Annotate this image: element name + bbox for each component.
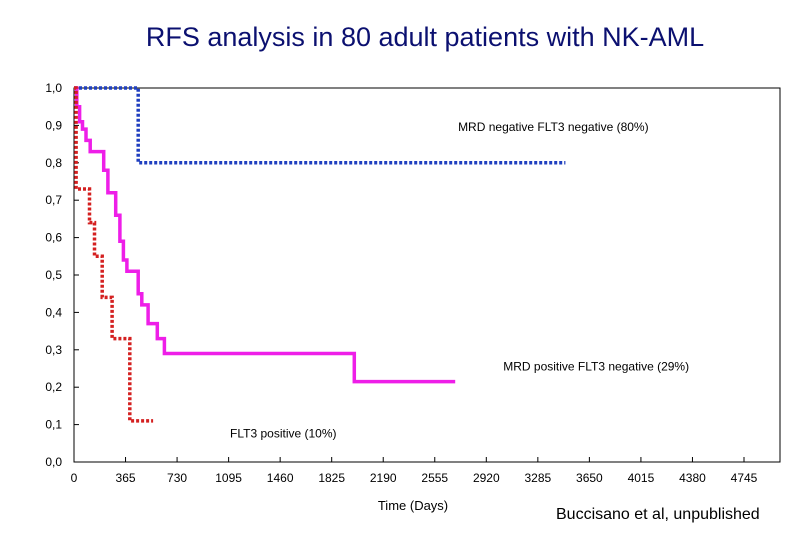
x-tick-label: 3285 — [524, 471, 551, 485]
x-tick-label: 1825 — [318, 471, 345, 485]
y-tick-label: 0,1 — [45, 418, 62, 432]
x-tick-label: 4745 — [731, 471, 758, 485]
y-tick-label: 0,2 — [45, 380, 62, 394]
y-tick-label: 0,3 — [45, 343, 62, 357]
y-tick-label: 0,8 — [45, 156, 62, 170]
series-layer — [74, 86, 566, 423]
series-annotation: MRD negative FLT3 negative (80%) — [458, 120, 649, 134]
y-tick-label: 0,0 — [45, 455, 62, 469]
x-tick-label: 2555 — [421, 471, 448, 485]
x-tick-label: 2190 — [370, 471, 397, 485]
series-annotation: MRD positive FLT3 negative (29%) — [503, 359, 689, 373]
series-line-3 — [74, 86, 154, 423]
annotation-layer: MRD negative FLT3 negative (80%) MRD posi… — [230, 120, 689, 441]
x-tick-label: 1095 — [215, 471, 242, 485]
y-tick-label: 0,7 — [45, 193, 62, 207]
series-line-2 — [74, 86, 456, 384]
chart-title: RFS analysis in 80 adult patients with N… — [145, 22, 705, 52]
credit-note: Buccisano et al, unpublished — [556, 506, 760, 523]
x-tick-label: 0 — [71, 471, 78, 485]
x-tick-label: 4380 — [679, 471, 706, 485]
x-tick-label: 1460 — [267, 471, 294, 485]
x-tick-label: 730 — [167, 471, 187, 485]
y-tick-label: 0,9 — [45, 118, 62, 132]
series-annotation: FLT3 positive (10%) — [230, 427, 336, 441]
plot-frame — [73, 87, 781, 463]
x-tick-label: 365 — [116, 471, 136, 485]
series-line-1 — [74, 86, 566, 165]
y-tick-label: 0,5 — [45, 268, 62, 282]
x-axis-label: Time (Days) — [378, 498, 448, 513]
y-tick-label: 0,4 — [45, 305, 62, 319]
x-tick-label: 4015 — [628, 471, 655, 485]
x-tick-label: 3650 — [576, 471, 603, 485]
y-tick-label: 1,0 — [45, 81, 62, 95]
y-tick-label: 0,6 — [45, 231, 62, 245]
axis-ticks: 0,0 0,1 0,2 0,3 0,4 0,5 0,6 0,7 0,8 0,9 1,0 0 365 730… — [45, 81, 757, 485]
x-tick-label: 2920 — [473, 471, 500, 485]
